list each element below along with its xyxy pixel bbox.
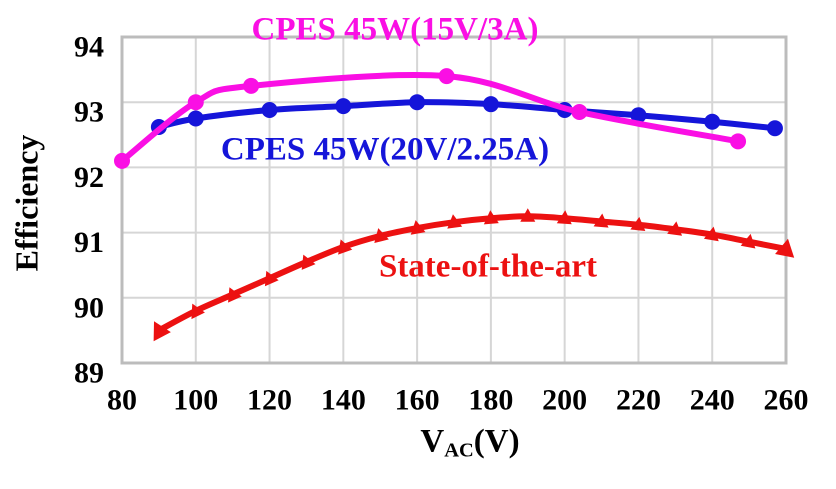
x-tick-label: 160: [395, 384, 440, 417]
data-point-state-of-the-art: [667, 221, 683, 236]
data-point-state-of-the-art: [520, 208, 536, 222]
data-point-cpes-45w-20v-2-25a: [704, 113, 721, 130]
data-point-state-of-the-art: [593, 213, 609, 228]
series-label-cpes-20v: CPES 45W(20V/2.25A): [220, 131, 550, 168]
data-point-cpes-45w-15v-3a: [571, 103, 588, 120]
data-point-cpes-45w-20v-2-25a: [261, 102, 278, 119]
y-tick-label: 89: [74, 357, 104, 390]
data-point-state-of-the-art: [153, 321, 171, 342]
data-point-state-of-the-art: [410, 220, 426, 235]
x-tick-label: 180: [468, 384, 513, 417]
x-tick-label: 100: [173, 384, 218, 417]
data-point-state-of-the-art: [264, 270, 279, 287]
data-point-state-of-the-art: [191, 303, 205, 320]
series-label-cpes-15v: CPES 45W(15V/3A): [251, 11, 539, 48]
data-point-cpes-45w-15v-3a: [114, 152, 130, 169]
x-tick-label: 240: [690, 384, 735, 417]
data-point-cpes-45w-20v-2-25a: [766, 120, 783, 137]
data-point-cpes-45w-20v-2-25a: [482, 96, 499, 113]
data-point-state-of-the-art: [556, 210, 572, 225]
data-point-cpes-45w-20v-2-25a: [187, 110, 204, 127]
x-tick-label: 260: [764, 384, 809, 417]
y-tick-label: 94: [74, 31, 104, 64]
x-axis-unit: (V): [473, 423, 520, 460]
data-point-state-of-the-art: [703, 226, 719, 242]
data-point-state-of-the-art: [228, 287, 242, 303]
y-tick-label: 92: [74, 161, 104, 194]
data-point-cpes-45w-20v-2-25a: [630, 107, 647, 124]
data-point-state-of-the-art: [775, 238, 795, 258]
data-point-state-of-the-art: [447, 214, 463, 229]
data-point-cpes-45w-20v-2-25a: [335, 98, 352, 115]
x-tick-label: 140: [321, 384, 366, 417]
series-line-cpes-45w-20v-2-25a: [155, 99, 778, 132]
x-axis-subscript: AC: [444, 439, 474, 462]
data-point-cpes-45w-15v-3a: [438, 68, 455, 85]
data-point-state-of-the-art: [483, 210, 499, 225]
y-axis-title: Efficiency: [8, 134, 45, 272]
x-tick-label: 80: [107, 384, 137, 417]
y-tick-label: 90: [74, 291, 104, 324]
data-point-state-of-the-art: [301, 254, 316, 270]
x-axis-title: VAC(V): [420, 423, 519, 462]
data-point-cpes-45w-15v-3a: [243, 77, 260, 94]
series-label-state-of-the-art: State-of-the-art: [378, 248, 598, 285]
x-axis-symbol: V: [420, 423, 445, 460]
data-point-state-of-the-art: [740, 233, 756, 249]
plot-border: [120, 35, 788, 365]
y-tick-label: 93: [74, 96, 104, 129]
x-tick-label: 200: [542, 384, 587, 417]
x-tick-label: 120: [247, 384, 292, 417]
data-point-state-of-the-art: [374, 228, 389, 244]
y-tick-label: 91: [74, 226, 104, 259]
data-point-cpes-45w-20v-2-25a: [409, 94, 426, 111]
data-point-cpes-45w-15v-3a: [730, 133, 747, 150]
data-point-state-of-the-art: [630, 216, 646, 232]
x-tick-label: 220: [616, 384, 661, 417]
data-point-state-of-the-art: [338, 239, 353, 255]
data-point-cpes-45w-15v-3a: [187, 94, 204, 111]
